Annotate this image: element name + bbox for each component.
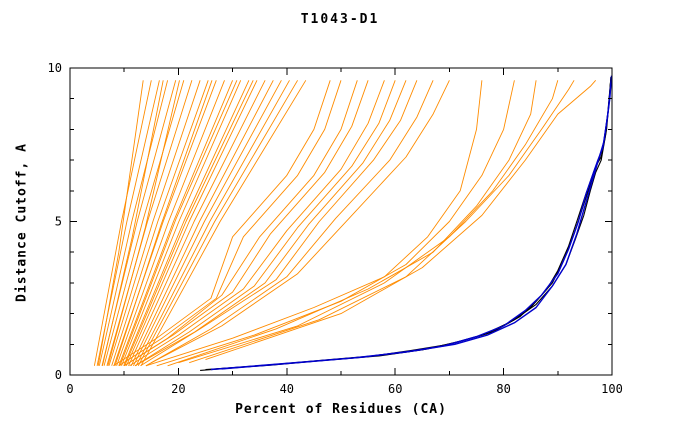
y-tick-label: 10 xyxy=(48,61,62,75)
series-line xyxy=(123,80,369,367)
series-line xyxy=(130,80,274,366)
series-line xyxy=(119,80,238,366)
series-line xyxy=(114,80,213,366)
x-tick-label: 60 xyxy=(388,382,402,396)
series-line xyxy=(135,80,290,367)
series-line xyxy=(93,80,152,366)
series-line xyxy=(129,80,385,367)
x-tick-label: 40 xyxy=(280,382,294,396)
series-line xyxy=(118,80,342,367)
series-line xyxy=(121,80,242,366)
x-tick-label: 100 xyxy=(601,382,623,396)
series-line xyxy=(123,80,358,367)
y-axis-label: Distance Cutoff, A xyxy=(14,143,30,302)
series-line xyxy=(216,83,611,370)
x-axis-label: Percent of Residues (CA) xyxy=(235,402,447,417)
series-line xyxy=(123,80,250,366)
series-line xyxy=(108,80,201,366)
series-line xyxy=(145,80,434,367)
x-tick-label: 0 xyxy=(66,382,73,396)
series-line xyxy=(200,77,612,371)
x-tick-label: 80 xyxy=(496,382,510,396)
series-line xyxy=(113,80,331,367)
series-line xyxy=(132,80,282,366)
series-line xyxy=(134,80,396,367)
series-line xyxy=(178,80,559,364)
chart-title: T1043-D1 xyxy=(300,12,380,27)
series-line xyxy=(106,80,193,366)
series-line xyxy=(103,80,185,366)
series-line xyxy=(140,80,307,367)
series-line xyxy=(210,75,613,371)
series-line xyxy=(102,80,164,366)
y-tick-label: 0 xyxy=(55,368,62,382)
series-line xyxy=(97,80,144,366)
series-line xyxy=(107,80,180,366)
series-line xyxy=(140,80,418,367)
series-line xyxy=(125,80,258,366)
series-line xyxy=(189,80,575,364)
series-line xyxy=(128,80,266,366)
series-line xyxy=(221,77,613,370)
series-line xyxy=(98,80,169,366)
series-line xyxy=(124,80,254,366)
series-line xyxy=(111,80,209,366)
y-tick-label: 5 xyxy=(55,215,62,229)
series-line xyxy=(134,80,407,367)
series-line xyxy=(205,80,597,361)
series-line xyxy=(137,80,298,367)
x-tick-label: 20 xyxy=(171,382,185,396)
series-line xyxy=(151,80,450,364)
series-line xyxy=(118,80,234,366)
series-line xyxy=(156,80,515,367)
series-line xyxy=(167,80,537,367)
series-line xyxy=(116,80,225,366)
series-line xyxy=(145,80,483,367)
